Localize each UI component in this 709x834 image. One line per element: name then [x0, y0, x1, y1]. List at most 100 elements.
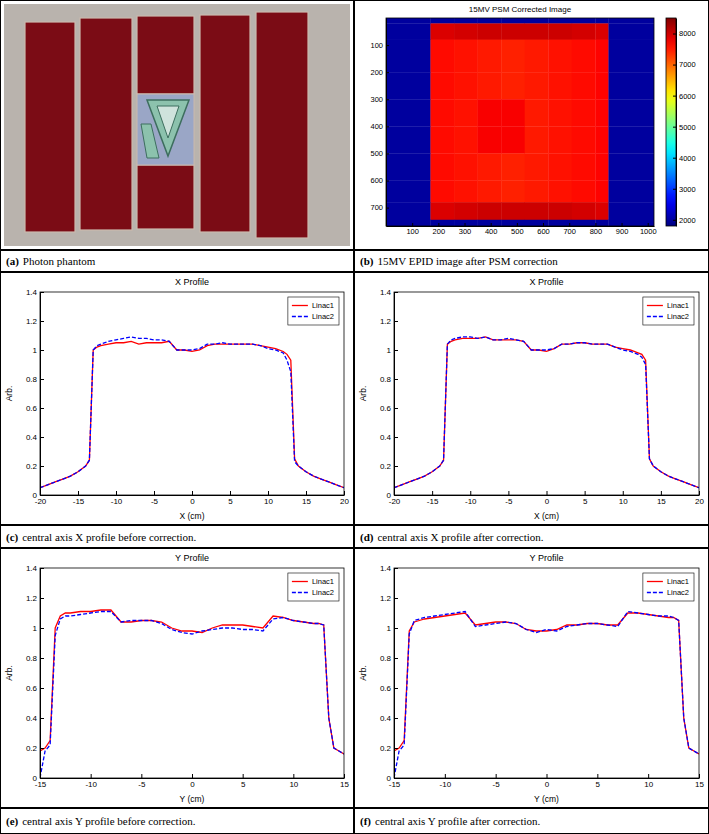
- caption: (d)central axis X profile after correcti…: [360, 531, 544, 544]
- tick-mark: [569, 223, 570, 226]
- series-line: [394, 337, 699, 488]
- tick: 5: [228, 491, 233, 506]
- tick-label: 0.4: [380, 714, 392, 723]
- tick-mark: [386, 99, 389, 100]
- heatmap-chart: 1002003004005006007008009001000100200300…: [370, 5, 695, 236]
- heatmap-cell: [595, 126, 608, 153]
- x-axis: -15-10-5051015: [389, 774, 705, 789]
- tick-label: 900: [616, 227, 629, 236]
- heatmap-cell: [608, 153, 654, 180]
- panel-background: [354, 272, 709, 525]
- photo-background: [4, 4, 350, 246]
- tick: -15: [427, 491, 439, 506]
- tick-label: 10: [264, 497, 273, 506]
- tick-mark: [438, 223, 439, 226]
- y-axis: 00.20.40.60.811.21.4: [380, 288, 398, 500]
- phantom-block: [256, 12, 308, 238]
- tick-label: 0.6: [26, 684, 38, 693]
- caption-border: [355, 251, 709, 272]
- tick-mark: [40, 628, 44, 629]
- heatmap-cell: [501, 18, 525, 24]
- panel-border: [1, 273, 354, 525]
- tick-label: 200: [370, 68, 383, 77]
- tick-mark: [622, 223, 623, 226]
- tick-label: 1.2: [26, 594, 38, 603]
- tick: 1.2: [380, 317, 398, 326]
- heatmap-cell: [595, 72, 608, 99]
- tick-label: 1.4: [380, 564, 392, 573]
- panel-background: [0, 0, 354, 250]
- caption-border: [1, 526, 354, 548]
- tick-label: 8000: [679, 29, 696, 38]
- tick-mark: [293, 774, 294, 778]
- heatmap-cell: [525, 181, 549, 203]
- tick-label: 1.2: [380, 594, 392, 603]
- tick-label: 100: [370, 41, 383, 50]
- caption-text: Photon phantom: [23, 255, 96, 267]
- heatmap-cell: [501, 40, 525, 73]
- phantom-block: [25, 22, 75, 232]
- tick: 1: [33, 346, 44, 355]
- tick: 1: [387, 624, 398, 633]
- panel-border: [355, 549, 709, 808]
- tick: 0.6: [26, 404, 44, 413]
- heatmap-cell: [478, 40, 502, 73]
- x-axis: 1002003004005006007008009001000: [387, 223, 657, 236]
- caption: (a)Photon phantom: [6, 255, 96, 268]
- y-axis: 00.20.40.60.811.21.4: [380, 564, 398, 783]
- heatmap-cell: [386, 181, 431, 203]
- tick: -5: [493, 774, 501, 789]
- plot-background: [40, 292, 344, 495]
- tick-label: 0: [387, 491, 392, 500]
- tick: -10: [111, 491, 123, 506]
- tick-label: -15: [427, 497, 439, 506]
- tick: 5000: [673, 123, 696, 132]
- caption-border: [355, 526, 709, 548]
- y-axis-title: Arb.: [4, 386, 14, 402]
- tick-mark: [40, 688, 44, 689]
- tick-mark: [585, 491, 586, 495]
- tick-label: 0.2: [380, 462, 392, 471]
- panel-background: [0, 548, 354, 808]
- tick-mark: [40, 437, 44, 438]
- tick-label: 15: [695, 780, 704, 789]
- plot-background: [394, 292, 699, 495]
- heatmap-cell: [608, 40, 654, 73]
- tick-label: 500: [370, 149, 383, 158]
- tick-mark: [344, 491, 345, 495]
- tick-mark: [40, 350, 44, 351]
- tick: 300: [370, 95, 389, 104]
- heatmap-cell: [572, 181, 596, 203]
- y-axis: 00.20.40.60.811.21.4: [26, 564, 44, 783]
- heatmap-cell: [478, 126, 502, 153]
- tick-mark: [386, 208, 389, 209]
- x-axis: -15-10-5051015: [35, 774, 350, 789]
- heatmap-cell: [608, 23, 654, 40]
- tick-label: 0.2: [380, 744, 392, 753]
- legend-box: [643, 297, 694, 325]
- tick-mark: [445, 774, 446, 778]
- heatmap-cell: [454, 220, 478, 226]
- legend-swatch: [647, 581, 663, 582]
- heatmap-cell: [608, 72, 654, 99]
- tick-mark: [496, 774, 497, 778]
- tick-mark: [192, 774, 193, 778]
- heatmap-cell: [386, 153, 431, 180]
- heatmap-cell: [595, 99, 608, 126]
- tick: 1: [387, 346, 398, 355]
- tick: 0: [545, 774, 550, 789]
- tick-label: 300: [370, 95, 383, 104]
- heatmap-cell: [501, 220, 525, 226]
- tick-label: 0.4: [380, 433, 392, 442]
- heatmap-cell: [386, 23, 431, 40]
- tick-mark: [116, 491, 117, 495]
- tick: 1000: [640, 223, 657, 236]
- axis-line: [676, 19, 677, 227]
- tick-mark: [386, 126, 389, 127]
- heatmap-cell: [608, 99, 654, 126]
- caption-text: central axis X profile after correction.: [377, 531, 543, 543]
- tick-mark: [470, 491, 471, 495]
- legend-box: [643, 573, 694, 601]
- tick-label: 1.2: [380, 317, 392, 326]
- tick-mark: [386, 153, 389, 154]
